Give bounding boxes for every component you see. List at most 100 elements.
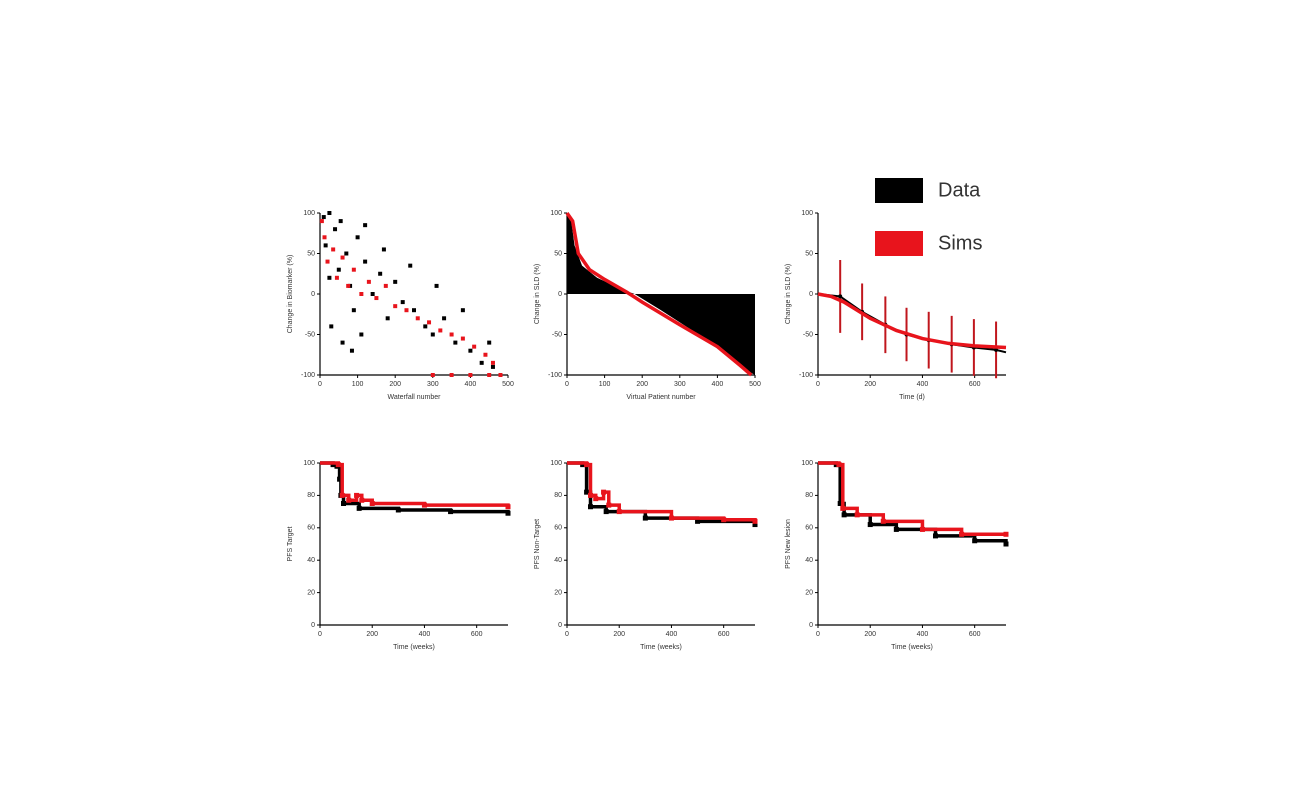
point [415,316,420,321]
y-tick-label: 100 [550,460,562,467]
x-tick-label: 600 [969,381,981,388]
point [385,316,390,321]
y-tick-label: 0 [311,622,315,629]
censor-mark [933,533,938,539]
x-tick-label: 200 [613,631,625,638]
censor-mark [695,518,701,524]
y-axis-label: PFS Non-Target [534,519,541,569]
x-tick-label: 300 [427,381,439,388]
y-tick-label: 100 [303,460,315,467]
y-tick-label: -50 [552,331,562,338]
censor-mark [346,497,352,503]
point [460,336,465,341]
x-tick-label: 0 [318,381,322,388]
y-tick-label: 0 [809,291,813,298]
point [453,340,458,345]
x-tick-label: 200 [864,381,876,388]
point [442,316,447,321]
y-tick-label: -100 [799,372,813,379]
x-tick-label: 400 [666,631,678,638]
censor-mark [593,496,599,502]
y-axis-label: PFS Target [287,527,294,562]
point [366,279,371,284]
x-axis-label: Time (d) [899,394,925,401]
line [818,461,1006,537]
legend-label: Sims [938,232,982,254]
point [479,360,484,365]
point [327,275,332,280]
x-tick-label: 0 [318,631,322,638]
point [412,308,416,313]
point [460,308,465,313]
point [334,275,339,280]
y-tick-label: 100 [550,210,562,217]
y-tick-label: 60 [307,525,315,532]
point [351,267,356,272]
point [325,259,330,264]
y-tick-label: 20 [554,589,562,596]
y-tick-label: 60 [554,525,562,532]
censor-mark [335,462,341,468]
x-axis-label: Time (weeks) [393,644,435,651]
point [319,219,324,224]
point [322,235,327,240]
point [331,247,336,252]
point [430,332,435,337]
line [565,212,753,377]
point [363,259,368,264]
censor-mark [836,462,842,468]
y-tick-label: 0 [558,622,562,629]
point [393,304,398,309]
point [363,223,368,228]
y-tick-label: 100 [801,210,813,217]
point [323,243,328,248]
x-tick-label: 200 [636,381,648,388]
point [355,235,360,240]
legend-swatch [875,231,923,256]
censor-mark [588,504,593,510]
point [359,292,364,296]
point [344,251,349,256]
point [340,255,345,260]
censor-mark [1003,531,1009,537]
point [383,283,388,288]
y-axis-label: Change in SLD (%) [534,264,541,324]
point [423,324,428,329]
point [338,219,343,224]
point [838,294,843,299]
y-tick-label: 60 [805,525,813,532]
y-axis-label: Change in Biomarker (%) [287,255,294,334]
censor-mark [752,522,758,528]
point [468,348,473,353]
y-tick-label: 50 [805,250,813,257]
legend-swatch [875,178,923,203]
y-tick-label: 40 [307,557,315,564]
censor-mark [448,509,454,515]
x-tick-label: 600 [718,631,730,638]
censor-mark [840,505,846,511]
censor-mark [880,518,886,524]
x-tick-label: 600 [969,631,981,638]
x-tick-label: 400 [712,381,724,388]
censor-mark [584,489,590,495]
point [393,279,398,284]
y-tick-label: -100 [548,372,562,379]
point [438,328,443,333]
censor-mark [421,502,427,508]
y-tick-label: 20 [307,589,315,596]
y-tick-label: 100 [801,460,813,467]
x-axis-label: Time (weeks) [640,644,682,651]
censor-mark [972,538,978,544]
censor-mark [854,512,860,518]
point [336,267,341,272]
censor-mark [339,492,345,498]
censor-mark [584,462,590,468]
y-tick-label: -100 [301,372,315,379]
y-tick-label: 0 [809,622,813,629]
x-tick-label: 100 [352,381,364,388]
x-tick-label: 400 [917,381,929,388]
point [404,308,409,313]
legend-label: Data [938,179,981,201]
